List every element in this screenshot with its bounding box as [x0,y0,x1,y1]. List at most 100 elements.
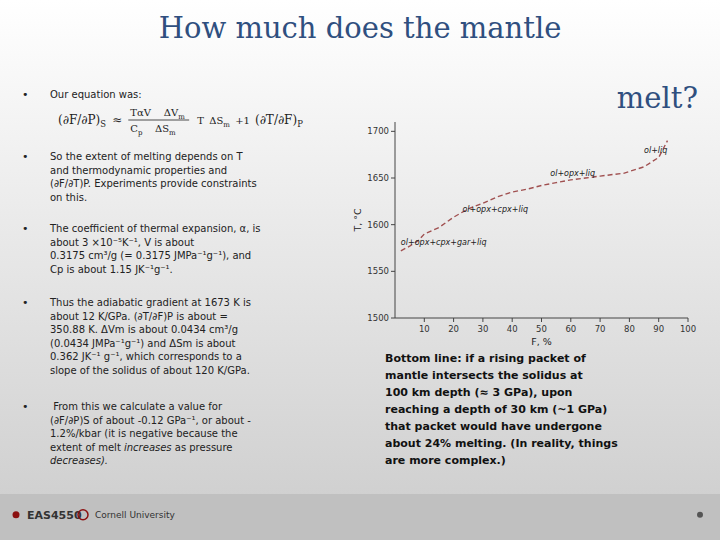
equation-token: Cp [130,123,143,137]
equation-token: (∂T/∂F)P [255,113,303,129]
region-label: ol+opx+cpx+liq [462,205,528,214]
footer [0,494,720,540]
bullet-text: (∂F/∂P)S of about -0.12 GPa⁻¹, or about … [50,415,251,426]
title: melt? [617,81,698,115]
bullet-text: 350.88 K. ΔVm is about 0.0434 cm³/g [50,324,238,335]
bullet-text: Thus the adiabatic gradient at 1673 K is [49,297,251,308]
equation-sub: S [100,119,106,129]
equation-sub: m [223,121,230,129]
equation-text: ΔS [209,115,223,126]
region-label: ol+liq [644,146,667,155]
bullet-symbol: • [22,150,29,163]
bullet-text: decreases). [50,455,108,466]
bottom-text: are more complex.) [385,454,506,467]
equation-text: +1 [235,115,250,126]
y-tick-label: 1500 [367,313,389,323]
bullet-symbol: • [22,88,29,101]
bullet-text: 0.362 JK⁻¹ g⁻¹, which corresponds to a [50,351,242,362]
equation-sub: p [138,129,143,137]
equation-sub: P [297,119,303,129]
equation-token: ΔVm [164,107,185,121]
x-tick [629,318,630,322]
bullet-text: 0.3175 cm³/g (= 0.3175 JMPa⁻¹g⁻¹), and [50,250,251,261]
equation-sub: m [169,129,176,137]
bullet-segment: as pressure [172,442,233,453]
y-tick [391,318,395,319]
x-tick-label: 60 [565,324,576,334]
bottom-text: mantle intersects the solidus at [385,369,583,382]
x-tick [570,318,571,322]
bullet-text: From this we calculate a value for [50,401,223,412]
equation: (∂F/∂P)S≈TαVΔVmCpΔSmTΔSm+1(∂T/∂F)P [58,107,303,137]
y-tick-label: 1600 [367,220,389,230]
equation-token: (∂F/∂P)S [58,113,106,129]
chart: 1020304050607080901001500155016001650170… [352,122,696,347]
equation-token: +1 [235,115,250,126]
bullet-text: about 12 K/GPa. (∂T/∂F)P is about = [50,311,228,322]
footer-dot [13,511,20,518]
equation-text: (∂F/∂P) [58,113,100,127]
footer-dot-right [697,512,703,518]
bullet-symbol: • [22,400,29,413]
title: How much does the mantle [159,11,562,45]
equation-text: T [197,115,204,126]
bullet-segment: increases [124,442,172,453]
x-tick-label: 30 [477,324,488,334]
x-tick [658,318,659,322]
bottom-text: Bottom line: if a rising packet of [385,352,586,365]
background [0,0,720,540]
bullet-text: about 3 ×10⁻⁵K⁻¹, V is about [50,237,194,248]
x-tick-label: 70 [595,324,606,334]
x-tick-label: 50 [536,324,547,334]
x-tick-label: 40 [507,324,518,334]
bullet-segment: extent of melt [50,442,124,453]
fraction-bar [128,120,189,121]
region-label: ol+opx+cpx+gar+liq [401,238,487,247]
bullet-symbol: • [22,296,29,309]
y-tick-label: 1700 [367,126,389,136]
y-tick [391,178,395,179]
x-tick [688,318,689,322]
x-tick-label: 90 [653,324,664,334]
bottom-text: 100 km depth (≈ 3 GPa), upon [385,386,572,399]
y-axis-label: T, °C [352,208,363,233]
bullet-text: Our equation was: [50,89,142,100]
x-tick [541,318,542,322]
x-tick [482,318,483,322]
equation-text: (∂T/∂F) [255,113,297,127]
bottom-text: reaching a depth of 30 km (~1 GPa) [385,403,607,416]
bullet-text: on this. [50,192,87,203]
x-tick [600,318,601,322]
bottom-text: about 24% melting. (In reality, things [385,437,618,450]
equation-token: TαV [130,107,151,118]
x-tick-label: 80 [624,324,635,334]
bullet-text: (∂F/∂T)P. Experiments provide constraint… [50,178,257,189]
footer-text: EAS4550 [27,509,82,522]
bullet-text: extent of melt increases as pressure [50,442,232,453]
bottom-text: that packet would have undergone [385,420,602,433]
equation-text: TαV [130,107,151,118]
equation-relation: ≈ [112,113,122,127]
bullet-text: 1.2%/kbar (it is negative because the [50,428,238,439]
bullet-text: (0.0434 JMPa⁻¹g⁻¹) and ΔSm is about [50,338,236,349]
y-axis [395,122,396,318]
footer-cornell: Cornell University [95,510,176,520]
x-tick-label: 100 [680,324,696,334]
bullet-segment: decreases). [50,455,108,466]
y-tick [391,271,395,272]
x-tick [453,318,454,322]
y-tick [391,131,395,132]
bullet-text: slope of the solidus of about 120 K/GPa. [50,365,250,376]
x-tick-label: 20 [448,324,459,334]
footer-logo [78,510,88,520]
curve [401,141,668,251]
x-tick [512,318,513,322]
slide: How much does the mantle melt? • Our equati… [0,0,720,540]
bullet-text: and thermodynamic properties and [50,165,227,176]
x-tick-label: 10 [419,324,430,334]
equation-text: ΔV [164,107,179,118]
equation-token: ΔSm [155,123,176,137]
equation-token: ΔSm [209,115,230,129]
plot-area [401,141,668,251]
bullet-symbol: • [22,222,29,235]
